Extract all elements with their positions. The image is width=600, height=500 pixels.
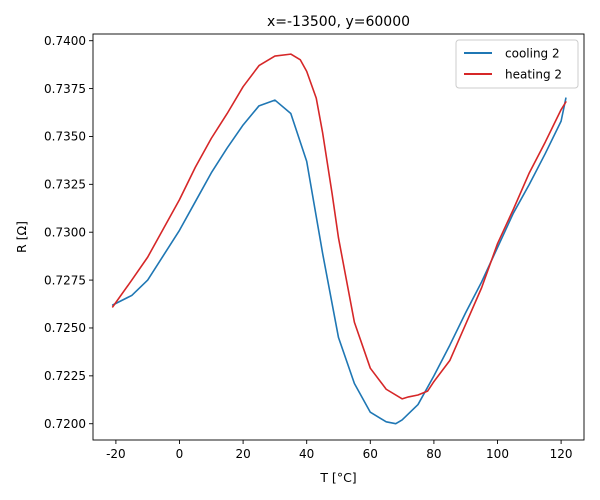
y-axis-label: R [Ω] [14,221,29,253]
y-tick-label: 0.7350 [44,130,86,144]
x-tick-label: 60 [363,447,378,461]
legend: cooling 2 heating 2 [455,39,579,89]
x-tick-label: -20 [106,447,126,461]
y-tick-label: 0.7300 [44,225,86,239]
series-line-heating-2 [111,53,567,400]
y-tick-label: 0.7375 [44,82,86,96]
x-tick-label: 100 [486,447,509,461]
legend-label-heating: heating 2 [505,68,562,82]
legend-label-cooling: cooling 2 [505,47,560,61]
y-tick-label: 0.7250 [44,321,86,335]
x-tick-label: 40 [299,447,314,461]
axes-layer: -20 0 20 40 60 80 100 120 0.7200 0.7225 0.7250 0.72… [44,34,573,461]
y-tick-label: 0.7200 [44,417,86,431]
y-tick-label: 0.7225 [44,369,86,383]
x-tick-label: 20 [235,447,250,461]
x-axis-label: T [°C] [319,470,356,485]
y-tick-label: 0.7275 [44,273,86,287]
x-tick-label: 80 [426,447,441,461]
y-tick-label: 0.7400 [44,34,86,48]
x-tick-label: 0 [176,447,184,461]
series-layer [111,53,567,425]
series-line-cooling-2 [111,97,567,425]
chart-title: x=-13500, y=60000 [267,14,410,30]
x-tick-label: 120 [550,447,573,461]
y-tick-label: 0.7325 [44,178,86,192]
plot-frame [92,33,585,441]
